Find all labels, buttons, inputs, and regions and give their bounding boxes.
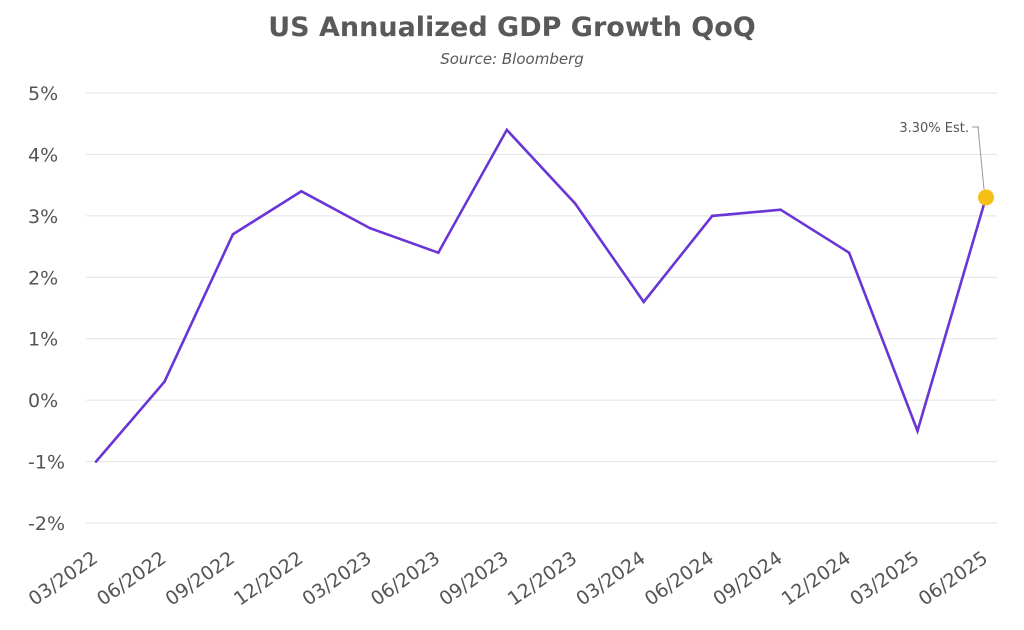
y-tick-label: -2% (28, 513, 65, 535)
x-tick-label: 03/2023 (298, 547, 375, 610)
x-tick-label: 09/2024 (709, 547, 786, 610)
data-point (642, 300, 645, 304)
x-tick-label: 03/2022 (25, 547, 102, 610)
x-tick-label: 03/2025 (846, 547, 923, 610)
data-point (916, 429, 919, 433)
data-point (573, 202, 577, 205)
data-point (94, 460, 98, 463)
annotation-leader (977, 126, 985, 190)
x-tick-label: 06/2022 (93, 547, 170, 610)
y-tick-label: -1% (28, 452, 65, 474)
x-tick-label: 12/2023 (504, 547, 581, 610)
x-tick-label: 09/2023 (435, 547, 512, 610)
y-tick-label: 2% (28, 267, 58, 289)
annotation-label: 3.30% Est. (899, 121, 969, 136)
data-point (505, 128, 509, 132)
x-tick-label: 12/2024 (778, 547, 855, 610)
data-point (368, 226, 372, 230)
y-tick-label: 5% (28, 83, 58, 105)
chart-title: US Annualized GDP Growth QoQ (268, 12, 756, 43)
y-tick-label: 1% (28, 329, 58, 351)
x-tick-label: 06/2024 (641, 547, 718, 610)
data-point (847, 251, 851, 255)
data-point (300, 189, 303, 193)
y-tick-label: 4% (28, 144, 58, 166)
x-tick-label: 12/2022 (230, 547, 307, 610)
data-point (231, 232, 235, 236)
y-tick-label: 3% (28, 206, 58, 228)
data-point (710, 214, 714, 218)
x-tick-label: 06/2025 (915, 547, 992, 610)
chart-subtitle: Source: Bloomberg (440, 50, 584, 68)
x-tick-label: 03/2024 (572, 547, 649, 610)
estimate-marker (978, 189, 994, 206)
x-tick-label: 06/2023 (367, 547, 444, 610)
series-line (95, 127, 988, 463)
x-tick-label: 09/2022 (162, 547, 239, 610)
data-point (437, 251, 440, 255)
y-tick-label: 0% (28, 390, 58, 412)
data-point (163, 380, 166, 384)
data-point (779, 208, 782, 212)
